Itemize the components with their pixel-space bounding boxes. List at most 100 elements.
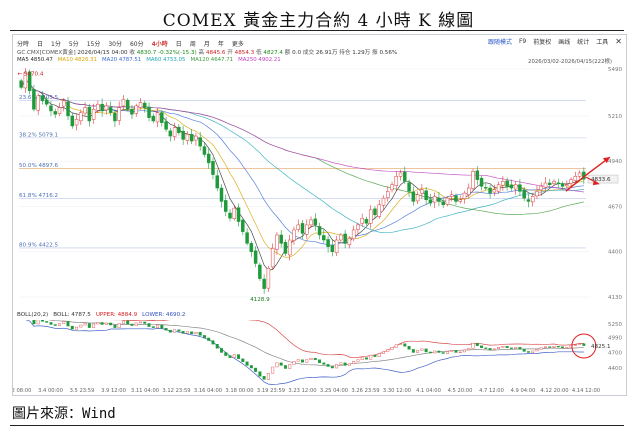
period-tab-9[interactable]: 周 [189,40,196,48]
boll-y-tick-2: 4700 [608,350,622,356]
boll-candle [271,366,275,374]
candle-body [130,108,134,115]
candle-body [403,171,407,182]
boll-candle [509,347,513,349]
candle-body [471,171,475,189]
tool-button-0[interactable]: 跟随模式 [487,39,512,46]
boll-candle [539,347,543,350]
boll-candle [241,358,245,363]
candle-body [343,233,347,244]
candle-body [125,99,130,110]
boll-candle [49,322,53,325]
boll-candle [497,347,501,350]
last-price-label: 4833.6 [591,177,611,183]
tool-button-4[interactable]: 统计 [577,39,590,46]
candle-body [330,244,335,252]
boll-candle [335,364,339,369]
tool-button-5[interactable]: 工具 [596,39,609,46]
candle-body [40,95,45,102]
period-tab-7[interactable]: 4小時 [151,40,168,48]
last-price: 4830.7 [136,50,157,56]
down-arrow-head [592,180,600,186]
boll-candle [36,320,40,325]
tool-button-1[interactable]: F9 [518,38,527,45]
y-tick-1: 5210 [608,114,622,120]
boll-candle [364,357,368,360]
boll-candle [518,347,522,350]
tool-button-2[interactable]: 前复权 [533,39,552,46]
period-tab-6[interactable]: 60分 [129,40,144,48]
candle-body [279,234,283,244]
period-toolbar: 分時日 1分 5分 15分 30分 60分 4小時日周月年更多 [17,37,244,49]
x-tick-15: 4.7 12:00 [479,388,504,394]
source-caption: 圖片來源：Wind [12,406,116,422]
boll-candle [535,349,539,352]
change-value: -0.32%(-15.3) [158,50,197,56]
boll-candle [488,348,492,351]
period-tab-2[interactable]: 1分 [51,40,61,48]
period-tab-4[interactable]: 15分 [86,40,101,48]
boll-candle [92,323,96,328]
open-value: 4854.3 [234,50,255,56]
x-tick-9: 3.23 12:00 [288,388,316,394]
candle-body [322,235,326,241]
boll-candle [399,343,403,345]
period-tab-11[interactable]: 年 [217,40,224,48]
x-tick-4: 3.11 04:00 [131,388,159,394]
high-marker: ← 5470.4 [17,71,43,77]
boll-candle [377,353,381,357]
boll-candle [403,343,407,347]
ma-legend-item-2: MA20 4787.51 [102,57,142,63]
boll-candle [194,332,198,335]
boll-candle [394,344,398,348]
close-icon[interactable]: ✕ [615,36,622,46]
period-tab-0[interactable]: 分時 [17,40,30,48]
candle-body [160,112,164,123]
boll-candle [109,322,113,326]
boll-candle [505,346,509,349]
boll-candle [356,359,360,362]
candle-body [249,243,254,252]
candle-body [147,106,151,118]
period-tab-3[interactable]: 5分 [68,40,79,48]
x-tick-1: 3.4 00:00 [38,388,63,394]
candle-body [360,217,364,224]
boll-candle [420,348,424,351]
period-tab-5[interactable]: 30分 [108,40,122,48]
x-tick-17: 4.12 20:00 [540,388,568,394]
candle-body [535,191,539,197]
period-tab-1[interactable]: 日 [37,40,44,48]
candle-body [62,100,66,107]
tool-button-3[interactable]: 画线 [558,39,571,46]
boll-candle [224,352,228,356]
boll-candle [279,362,283,366]
x-tick-3: 3.9 12:00 [101,388,126,394]
boll-indicator-chart[interactable]: 5250 4990 4700 4400 4825.1 3.2 08:00 3.4 00:00… [13,320,626,394]
period-tab-8[interactable]: 日 [175,40,182,48]
candle-body [386,191,390,198]
fib-label-3: 61.8% 4716.2 [19,193,58,199]
symbol-label: GC.CMX[COMEX黄金] [17,50,76,56]
boll-candle [62,321,66,324]
boll-candle [220,348,223,353]
bottom-divider [10,425,624,426]
boll-candle [288,364,292,369]
candle-body [449,194,454,197]
candle-body [509,184,514,189]
candle-body [339,234,343,241]
candle-body [441,201,445,206]
period-tab-12[interactable]: 更多 [231,40,244,48]
candle-body [292,229,296,241]
boll-candle [492,348,496,351]
candle-body [445,197,450,205]
boll-candle [471,342,475,349]
candle-body [143,102,147,108]
period-tab-10[interactable]: 月 [203,40,210,48]
boll-candle [45,321,49,323]
last-price-tag [587,174,619,184]
candle-body [155,112,160,123]
candle-body [381,197,386,206]
boll-y-tick-0: 5250 [608,322,622,328]
candle-body [57,107,62,115]
